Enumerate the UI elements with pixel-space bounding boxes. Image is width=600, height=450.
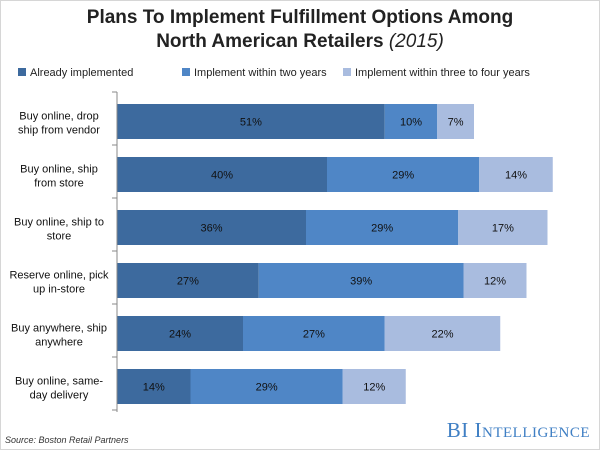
- legend-swatch: [18, 68, 26, 76]
- bar-segment: [384, 316, 501, 351]
- bar-segment: [117, 263, 259, 298]
- data-label: 12%: [363, 382, 385, 394]
- bar-segment: [384, 104, 438, 139]
- category-label: Buy anywhere, ship: [11, 323, 107, 335]
- brand-intelligence: Intelligence: [474, 418, 590, 442]
- legend-swatch: [182, 68, 190, 76]
- bar-segment: [479, 157, 553, 192]
- data-label: 10%: [400, 117, 422, 129]
- stacked-bar-chart: Already implemented Implement within two …: [9, 67, 553, 412]
- source-note: Source: Boston Retail Partners: [5, 435, 129, 445]
- category-label: ship from vendor: [18, 125, 100, 137]
- data-label: 27%: [177, 276, 199, 288]
- title-year: (2015): [388, 31, 444, 52]
- bar-segment: [342, 369, 406, 404]
- data-label: 39%: [350, 276, 372, 288]
- data-label: 22%: [431, 329, 453, 341]
- category-label: Buy online, ship to: [14, 217, 104, 229]
- category-label: day delivery: [30, 390, 89, 402]
- legend-swatch: [343, 68, 351, 76]
- data-label: 24%: [169, 329, 191, 341]
- data-label: 29%: [371, 223, 393, 235]
- legend-label: Implement within two years: [194, 67, 327, 79]
- bar-segment: [463, 263, 527, 298]
- bar-segment: [306, 210, 459, 245]
- bar-segment: [117, 316, 243, 351]
- data-label: 36%: [200, 223, 222, 235]
- bar-segment: [327, 157, 480, 192]
- title-line-1: Plans To Implement Fulfillment Options A…: [86, 7, 514, 28]
- bar-segment: [117, 210, 306, 245]
- bar-segment: [190, 369, 343, 404]
- title-line-2-text: North American Retailers: [156, 31, 384, 52]
- data-label: 12%: [484, 276, 506, 288]
- data-label: 51%: [240, 117, 262, 129]
- category-label: Buy online, same-: [15, 376, 103, 388]
- data-label: 29%: [256, 382, 278, 394]
- data-label: 29%: [392, 170, 414, 182]
- bar-segment: [243, 316, 385, 351]
- data-label: 17%: [492, 223, 514, 235]
- bar-segment: [437, 104, 474, 139]
- data-label: 14%: [143, 382, 165, 394]
- data-label: 14%: [505, 170, 527, 182]
- bi-intelligence-logo: BI Intelligence: [447, 418, 590, 443]
- category-label: Buy online, drop: [19, 111, 99, 123]
- brand-bi: BI: [446, 418, 469, 442]
- bar-segment: [258, 263, 464, 298]
- bar-segment: [117, 369, 191, 404]
- legend-label: Implement within three to four years: [355, 67, 530, 79]
- category-label: anywhere: [35, 337, 83, 349]
- data-label: 7%: [448, 117, 464, 129]
- category-label: up in-store: [33, 284, 85, 296]
- category-label: Buy online, ship: [20, 164, 98, 176]
- title-line-2: North American Retailers (2015): [0, 30, 600, 54]
- legend-label: Already implemented: [30, 67, 133, 79]
- bar-segment: [458, 210, 548, 245]
- bar-segment: [117, 157, 327, 192]
- category-label: store: [47, 231, 71, 243]
- category-label: Reserve online, pick: [9, 270, 109, 282]
- data-label: 40%: [211, 170, 233, 182]
- bar-segment: [117, 104, 385, 139]
- chart-title: Plans To Implement Fulfillment Options A…: [0, 6, 600, 54]
- data-label: 27%: [303, 329, 325, 341]
- category-label: from store: [34, 178, 84, 190]
